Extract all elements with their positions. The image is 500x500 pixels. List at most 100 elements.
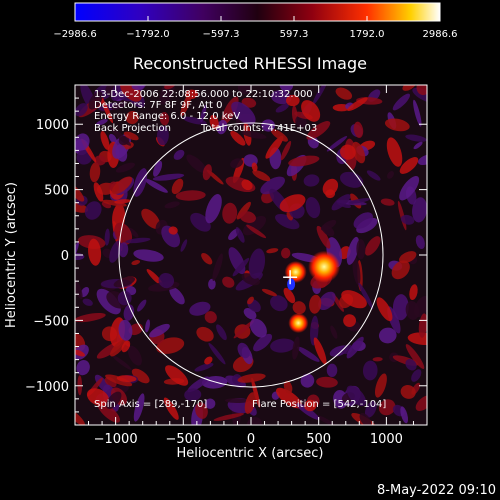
texture-blob	[376, 297, 393, 322]
texture-blob	[113, 276, 136, 288]
texture-blob	[224, 398, 249, 404]
texture-blob	[156, 337, 185, 354]
colorbar-tick-label: −2986.6	[53, 29, 96, 40]
footer-timestamp: 8-May-2022 09:10	[377, 483, 496, 498]
texture-blob	[326, 363, 338, 378]
texture-blob	[165, 365, 189, 386]
texture-blob	[118, 319, 133, 341]
texture-blob	[200, 105, 207, 123]
texture-blob	[306, 121, 331, 140]
texture-blob	[121, 340, 131, 353]
texture-blob	[288, 155, 320, 167]
texture-blob	[216, 324, 227, 341]
y-tick-label: −1000	[25, 380, 69, 395]
texture-blob	[296, 403, 320, 420]
texture-blob	[109, 240, 122, 263]
texture-blob	[326, 136, 348, 152]
texture-blob	[149, 323, 170, 338]
texture-blob	[275, 103, 289, 113]
texture-blob	[159, 112, 170, 126]
texture-blob	[182, 116, 207, 125]
annotations: 13-Dec-2006 22:08:56.000 to 22:10:32.000…	[94, 89, 386, 410]
spin-axis-label: Spin Axis = [289,-170]	[94, 399, 207, 410]
texture-blob	[231, 101, 256, 125]
texture-blob	[75, 313, 106, 323]
texture-blob	[309, 294, 322, 314]
texture-blob	[84, 201, 102, 220]
texture-blob	[251, 377, 261, 408]
texture-blob	[405, 300, 420, 320]
texture-blob	[349, 198, 371, 204]
detectors: Detectors: 7F 8F 9F, Att 0	[94, 100, 222, 111]
texture-blob	[205, 194, 222, 224]
texture-blob	[169, 286, 185, 305]
emission-source	[284, 260, 307, 284]
texture-blob	[335, 87, 353, 100]
texture-blob	[131, 368, 150, 384]
texture-blob	[230, 130, 246, 146]
texture-blob	[144, 178, 168, 193]
texture-blob	[237, 342, 250, 359]
texture-blob	[292, 301, 306, 315]
texture-blob	[399, 157, 419, 174]
texture-blob	[125, 111, 139, 125]
texture-blob	[405, 359, 417, 371]
chart-title: Reconstructed RHESSI Image	[133, 54, 367, 73]
texture-blob	[118, 242, 129, 258]
texture-blob	[110, 128, 131, 146]
flare-position-label: Flare Position = [542,-104]	[252, 399, 386, 410]
texture-blob	[358, 282, 374, 310]
texture-blob	[230, 158, 244, 169]
texture-blob	[400, 385, 416, 399]
texture-blob	[316, 376, 338, 388]
texture-blob	[102, 199, 127, 207]
texture-blob	[318, 291, 336, 311]
x-tick-label: 500	[306, 432, 331, 447]
texture-blob	[112, 355, 132, 371]
texture-blob	[204, 311, 217, 324]
texture-blob	[89, 162, 101, 183]
texture-blob	[304, 399, 317, 412]
spin-axis-marker	[283, 270, 298, 285]
emission-source	[288, 312, 309, 334]
texture-blob	[115, 162, 135, 173]
texture-blob	[164, 85, 176, 90]
solar-limb-circle	[118, 122, 384, 388]
texture-blob	[173, 149, 185, 160]
texture-blob	[380, 198, 395, 206]
texture-blob	[115, 144, 128, 162]
texture-blob	[93, 182, 104, 202]
texture-blob	[159, 85, 176, 105]
texture-blob	[222, 276, 235, 288]
texture-blob	[316, 225, 331, 249]
colorbar-tick-label: 1792.0	[350, 29, 385, 40]
texture-blob	[353, 121, 364, 138]
texture-blob	[204, 356, 213, 365]
texture-blob	[253, 333, 273, 352]
image-area	[75, 85, 427, 425]
texture-blob	[281, 247, 291, 259]
texture-blob	[141, 208, 161, 229]
texture-blob	[275, 387, 303, 409]
texture-blob	[111, 99, 129, 110]
texture-blob	[204, 398, 216, 409]
texture-blob	[270, 295, 288, 312]
x-tick-label: 0	[247, 432, 255, 447]
texture-blob	[88, 238, 102, 266]
texture-blob	[110, 339, 126, 357]
texture-blob	[246, 417, 262, 425]
texture-blob	[405, 134, 427, 142]
texture-blob	[364, 236, 381, 256]
texture-blob	[353, 212, 373, 229]
texture-blob	[104, 228, 110, 246]
texture-blob	[123, 304, 135, 321]
texture-blob	[248, 248, 266, 279]
texture-blob	[301, 100, 321, 122]
texture-blob	[106, 391, 122, 409]
texture-blob	[415, 395, 427, 412]
texture-blob	[400, 214, 415, 225]
texture-blob	[399, 175, 420, 201]
texture-blob	[175, 190, 206, 201]
texture-blob	[164, 201, 180, 209]
texture-blob	[405, 344, 425, 370]
